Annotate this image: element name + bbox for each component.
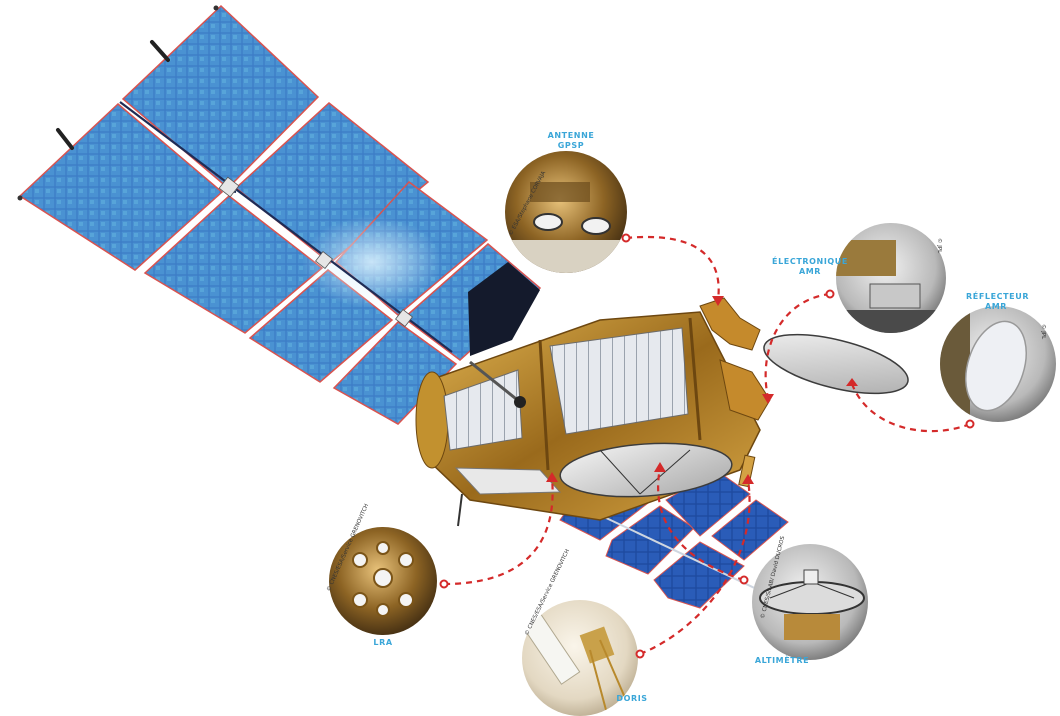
solar-panel (143, 195, 324, 334)
photo-doris (522, 600, 638, 716)
dark-solar-panel (468, 262, 540, 356)
solar-array-wing (17, 4, 542, 425)
photo-amr-electronics (836, 223, 946, 333)
photo-gpsp-antenna (505, 151, 627, 273)
leader-end-reflector (965, 419, 975, 429)
arrow-electronics (762, 394, 774, 404)
leader-end-doris (635, 649, 645, 659)
leader-doris (639, 479, 751, 656)
arrow-doris (742, 474, 754, 484)
credit-reflector: © JPL (1040, 324, 1046, 340)
arrow-altimeter (654, 462, 666, 472)
leader-end-electronics (825, 289, 835, 299)
leader-end-altimeter (739, 575, 749, 585)
label-lra: LRA (373, 638, 393, 647)
label-doris: DORIS (616, 694, 648, 703)
arrow-gpsp (712, 296, 724, 306)
photo-altimeter (752, 544, 868, 660)
photo-lra (329, 527, 437, 635)
leader-lines (443, 235, 971, 656)
arrow-reflector (846, 378, 858, 386)
photo-amr-reflector (940, 306, 1056, 422)
amr-reflector (763, 333, 909, 395)
leader-end-gpsp (621, 233, 631, 243)
leader-ends (439, 233, 975, 659)
credit-electronics: © JPL (936, 238, 942, 254)
leader-altimeter (657, 467, 745, 582)
altimeter-dish (559, 442, 733, 498)
solar-panel (332, 321, 458, 425)
solar-panel (18, 102, 224, 271)
leader-end-lra (439, 579, 449, 589)
label-gpsp-antenna: ANTENNE GPSP (547, 131, 595, 150)
label-amr-electronics: ÉLECTRONIQUE AMR (772, 257, 848, 276)
leader-lra (443, 477, 554, 586)
label-amr-reflector: RÉFLECTEUR AMR (966, 292, 1030, 311)
leader-reflector (850, 383, 971, 433)
leader-electronics (764, 292, 831, 399)
arrow-lra (546, 472, 558, 482)
leader-arrowheads (546, 296, 858, 484)
leader-gpsp (625, 235, 720, 301)
satellite-body (415, 297, 771, 527)
label-altimeter: ALTIMÈTRE (754, 656, 810, 665)
